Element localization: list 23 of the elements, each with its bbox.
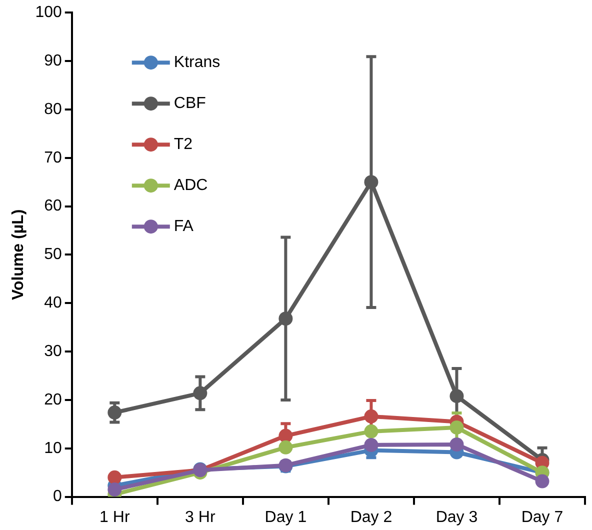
legend-label: Ktrans — [174, 54, 220, 72]
x-tick-label: Day 3 — [436, 508, 478, 526]
x-tick-label: Day 2 — [350, 508, 392, 526]
legend-label: CBF — [174, 95, 206, 112]
y-tick-label: 80 — [44, 100, 62, 118]
y-tick-label: 10 — [44, 440, 62, 457]
x-tick-label: 3 Hr — [185, 508, 216, 526]
y-tick-label: 0 — [52, 488, 62, 506]
y-tick-label: 90 — [44, 52, 62, 70]
y-tick-label: 50 — [44, 246, 62, 264]
y-axis-title: Volume (µL) — [10, 209, 28, 300]
legend-label: T2 — [174, 136, 193, 154]
legend-label: ADC — [174, 177, 208, 194]
y-tick-label: 40 — [44, 294, 62, 312]
y-tick-label: 20 — [44, 391, 62, 408]
y-tick-label: 70 — [44, 149, 62, 166]
y-tick-label: 30 — [44, 342, 62, 360]
x-tick-label: 1 Hr — [100, 508, 130, 526]
legend-label: FA — [174, 218, 194, 236]
y-tick-label: 60 — [44, 198, 62, 215]
x-tick-label: Day 1 — [264, 508, 307, 526]
x-tick-label: Day 7 — [521, 508, 564, 526]
y-tick-label: 100 — [35, 4, 62, 22]
